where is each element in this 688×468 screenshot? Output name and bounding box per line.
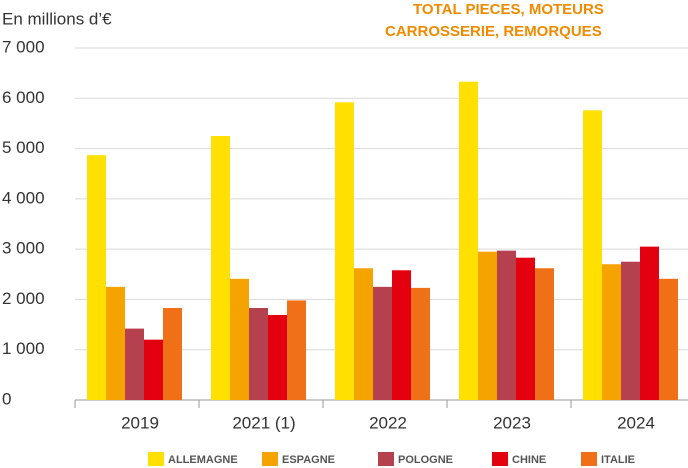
legend-swatch [492, 452, 508, 466]
y-tick-label: 4 000 [2, 188, 45, 207]
bar [497, 250, 516, 400]
legend-swatch [378, 452, 394, 466]
bar [335, 102, 354, 401]
legend-label: CHINE [512, 454, 546, 466]
bar [249, 307, 268, 400]
bar [535, 268, 554, 400]
bar [125, 328, 144, 400]
bar [516, 257, 535, 400]
bar [211, 136, 230, 400]
x-tick-label: 2024 [617, 413, 655, 432]
bar [392, 270, 411, 400]
bar [373, 286, 392, 400]
bar [287, 300, 306, 400]
x-tick-label: 2021 (1) [232, 413, 295, 432]
legend-swatch [581, 452, 597, 466]
bar [459, 81, 478, 400]
chart-title: TOTAL PIECES, MOTEURS [413, 1, 604, 18]
y-tick-label: 7 000 [2, 37, 45, 56]
y-tick-label: 3 000 [2, 239, 45, 258]
bar [163, 307, 182, 400]
legend-label: ALLEMAGNE [168, 454, 238, 466]
bar [659, 278, 678, 400]
bar [583, 110, 602, 401]
bar [230, 278, 249, 400]
bar [354, 268, 373, 400]
bar [640, 246, 659, 400]
legend-label: ESPAGNE [282, 454, 335, 466]
bar [621, 261, 640, 400]
bar [87, 155, 106, 400]
bar [478, 251, 497, 400]
bar [144, 339, 163, 400]
bar [106, 286, 125, 400]
legend-swatch [262, 452, 278, 466]
y-tick-label: 2 000 [2, 289, 45, 308]
y-tick-label: 5 000 [2, 138, 45, 157]
legend-label: POLOGNE [398, 454, 453, 466]
x-tick-label: 2019 [121, 413, 159, 432]
chart-title: CARROSSERIE, REMORQUES [385, 23, 602, 40]
x-tick-label: 2022 [369, 413, 407, 432]
y-axis-label: En millions d’€ [2, 9, 112, 28]
legend-swatch [148, 452, 164, 466]
legend-label: ITALIE [601, 454, 635, 466]
y-tick-label: 6 000 [2, 88, 45, 107]
x-tick-label: 2023 [493, 413, 531, 432]
bar [602, 264, 621, 400]
bar [411, 287, 430, 400]
y-tick-label: 0 [2, 389, 11, 408]
y-tick-label: 1 000 [2, 339, 45, 358]
bar [268, 315, 287, 400]
